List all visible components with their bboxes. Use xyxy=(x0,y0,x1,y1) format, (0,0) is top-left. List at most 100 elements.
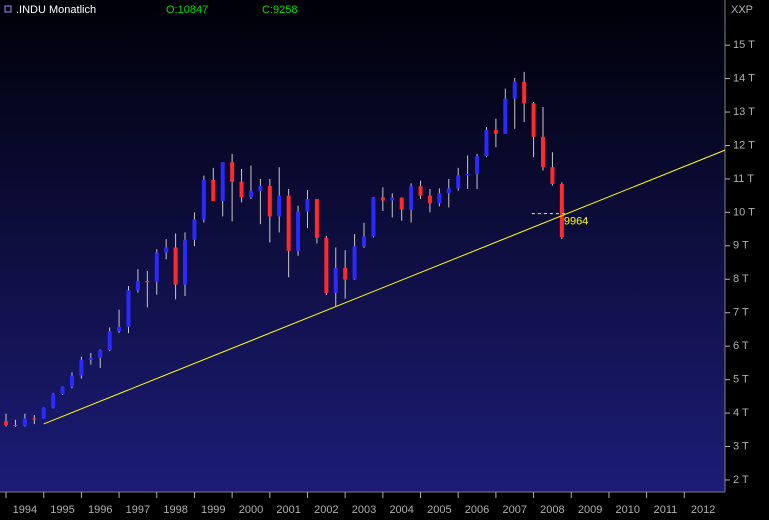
y-tick-label: 15 T xyxy=(733,39,755,51)
x-tick-label: 2004 xyxy=(389,504,413,516)
x-tick-label: 2001 xyxy=(276,504,300,516)
x-tick-label: 2003 xyxy=(352,504,376,516)
candle-body xyxy=(239,181,244,198)
y-tick-label: 3 T xyxy=(733,440,749,452)
x-tick-label: 2006 xyxy=(465,504,489,516)
candle-body xyxy=(192,219,197,240)
y-tick-label: 5 T xyxy=(733,374,749,386)
y-tick-label: 14 T xyxy=(733,73,755,85)
candle-body xyxy=(465,173,470,176)
candle-body xyxy=(540,136,545,168)
candle-body xyxy=(145,280,150,283)
candle-body xyxy=(69,375,74,387)
x-tick-label: 1995 xyxy=(50,504,74,516)
x-tick-label: 2000 xyxy=(239,504,263,516)
x-tick-label: 2007 xyxy=(502,504,526,516)
candle-body xyxy=(343,267,348,280)
chart-title: .INDU Monatlich xyxy=(16,4,96,16)
y-tick-label: 10 T xyxy=(733,206,755,218)
x-tick-label: 1994 xyxy=(13,504,37,516)
candle-body xyxy=(164,247,169,253)
candle-body xyxy=(258,185,263,191)
candle-body xyxy=(173,247,178,285)
candle-body xyxy=(333,267,338,293)
candle-body xyxy=(427,195,432,204)
candle-body xyxy=(220,162,225,202)
candle-body xyxy=(13,425,18,427)
candle-body xyxy=(60,386,65,395)
candle-body xyxy=(107,331,112,351)
candle-body xyxy=(296,211,301,251)
candle-body xyxy=(380,197,385,201)
candle-body xyxy=(230,162,235,182)
candle-body xyxy=(267,185,272,217)
y-tick-label: 9 T xyxy=(733,240,749,252)
candle-body xyxy=(88,357,93,360)
x-tick-label: 1997 xyxy=(126,504,150,516)
candle-body xyxy=(305,199,310,212)
x-tick-label: 2002 xyxy=(314,504,338,516)
price-marker-label: 9964 xyxy=(564,215,588,227)
x-tick-label: 2011 xyxy=(654,504,678,516)
candle-body xyxy=(493,130,498,134)
candle-body xyxy=(314,199,319,238)
y-tick-label: 12 T xyxy=(733,139,755,151)
x-tick-label: 2010 xyxy=(616,504,640,516)
y-tick-label: 7 T xyxy=(733,307,749,319)
candle-body xyxy=(41,407,46,419)
candle-body xyxy=(522,81,527,104)
candle-body xyxy=(98,350,103,358)
candle-body xyxy=(201,179,206,220)
candle-body xyxy=(390,197,395,201)
series-icon xyxy=(4,5,12,13)
candle-body xyxy=(286,195,291,251)
candle-body xyxy=(512,81,517,99)
candle-body xyxy=(117,326,122,332)
x-tick-label: 2012 xyxy=(691,504,715,516)
x-tick-label: 1998 xyxy=(163,504,187,516)
candle-body xyxy=(4,421,9,426)
candle-body xyxy=(126,290,131,327)
candle-body xyxy=(79,359,84,376)
x-tick-label: 2009 xyxy=(578,504,602,516)
x-tick-label: 2008 xyxy=(540,504,564,516)
trend-line xyxy=(43,149,726,425)
candle-body xyxy=(154,252,159,283)
candle-body xyxy=(211,179,216,202)
open-value: O:10847 xyxy=(166,4,208,16)
candle-body xyxy=(550,167,555,184)
candle-body xyxy=(135,280,140,291)
candle-body xyxy=(418,186,423,196)
candle-body xyxy=(409,186,414,210)
y-tick-label: 11 T xyxy=(733,173,754,185)
y-tick-label: 6 T xyxy=(733,340,749,352)
candle-body xyxy=(475,156,480,174)
candle-body xyxy=(437,193,442,204)
candle-body xyxy=(32,418,37,420)
y-tick-label: 13 T xyxy=(733,106,755,118)
candle-body xyxy=(559,183,564,238)
x-tick-label: 1999 xyxy=(201,504,225,516)
y-axis-label: XXP xyxy=(731,4,753,16)
y-tick-label: 4 T xyxy=(733,407,749,419)
candle-body xyxy=(22,418,27,426)
close-value: C:9258 xyxy=(262,4,297,16)
y-tick-label: 2 T xyxy=(733,474,749,486)
candle-body xyxy=(446,188,451,194)
candle-body xyxy=(531,103,536,137)
candle-body xyxy=(371,197,376,237)
candle-body xyxy=(183,239,188,285)
candle-body xyxy=(51,394,56,408)
candle-body xyxy=(324,237,329,293)
x-tick-label: 1996 xyxy=(88,504,112,516)
candle-body xyxy=(484,130,489,157)
candle-body xyxy=(352,246,357,280)
candle-body xyxy=(503,98,508,134)
y-tick-label: 8 T xyxy=(733,273,749,285)
x-tick-label: 2005 xyxy=(427,504,451,516)
candle-body xyxy=(277,195,282,217)
candle-body xyxy=(362,236,367,247)
candle-body xyxy=(399,197,404,210)
